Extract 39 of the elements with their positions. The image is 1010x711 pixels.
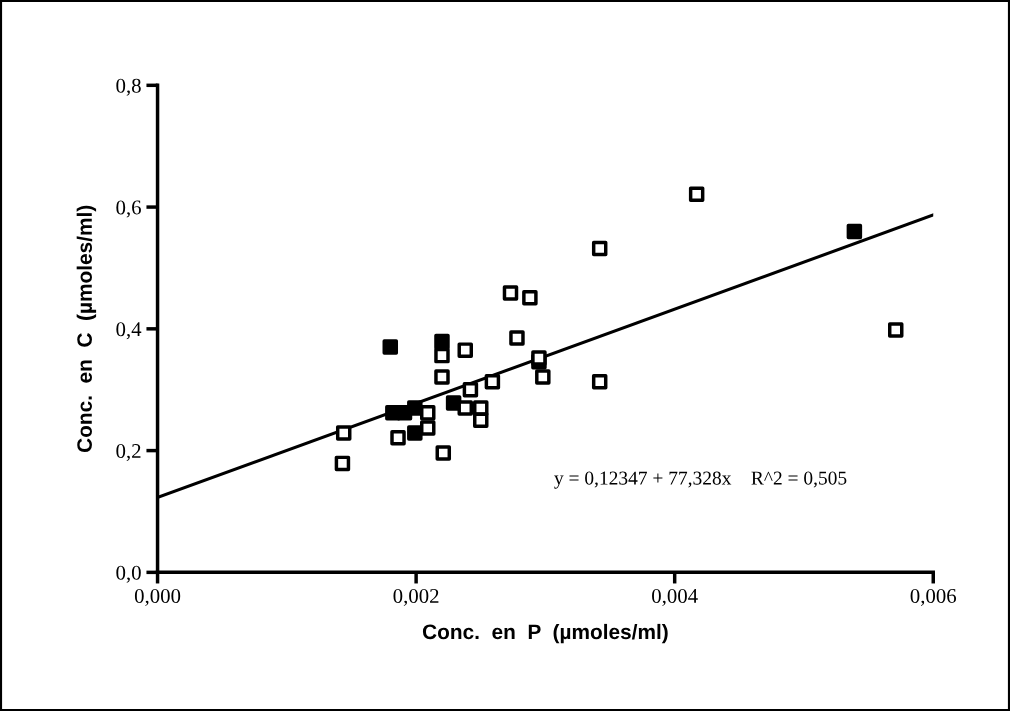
point bbox=[591, 240, 608, 257]
point bbox=[502, 285, 519, 301]
point bbox=[887, 322, 904, 338]
y-tick-label: 0,6 bbox=[116, 200, 141, 218]
point bbox=[334, 455, 351, 472]
point bbox=[462, 381, 479, 398]
point bbox=[335, 425, 352, 441]
point bbox=[535, 369, 551, 385]
y-tick-label: 0,4 bbox=[116, 322, 142, 340]
point bbox=[473, 412, 489, 428]
point bbox=[457, 400, 473, 416]
y-axis-title: Conc. en C (µmoles/ml) bbox=[76, 205, 97, 453]
point bbox=[531, 350, 547, 366]
point bbox=[382, 339, 399, 355]
y-tick-label: 0,0 bbox=[116, 565, 141, 583]
point bbox=[522, 290, 538, 306]
point bbox=[390, 430, 406, 446]
x-tick-label: 0,006 bbox=[910, 588, 957, 606]
point bbox=[509, 330, 525, 346]
point bbox=[420, 405, 436, 421]
x-tick-label: 0,002 bbox=[393, 588, 439, 606]
point bbox=[434, 347, 450, 364]
point bbox=[688, 186, 705, 203]
point bbox=[435, 445, 452, 461]
x-axis-title: Conc. en P (µmoles/ml) bbox=[422, 623, 668, 644]
point bbox=[434, 333, 450, 350]
annotation: y = 0,12347 + 77,328x R^2 = 0,505 bbox=[554, 471, 847, 489]
y-tick-label: 0,2 bbox=[116, 443, 141, 462]
point bbox=[420, 420, 436, 436]
point bbox=[591, 374, 608, 390]
point bbox=[846, 223, 863, 240]
point bbox=[457, 342, 473, 358]
x-tick-label: 0,000 bbox=[134, 588, 181, 606]
x-tick-label: 0,004 bbox=[652, 588, 698, 606]
point bbox=[407, 425, 423, 441]
y-tick-label: 0,8 bbox=[116, 78, 141, 96]
point bbox=[407, 400, 423, 416]
point bbox=[434, 369, 450, 385]
point bbox=[484, 374, 501, 390]
